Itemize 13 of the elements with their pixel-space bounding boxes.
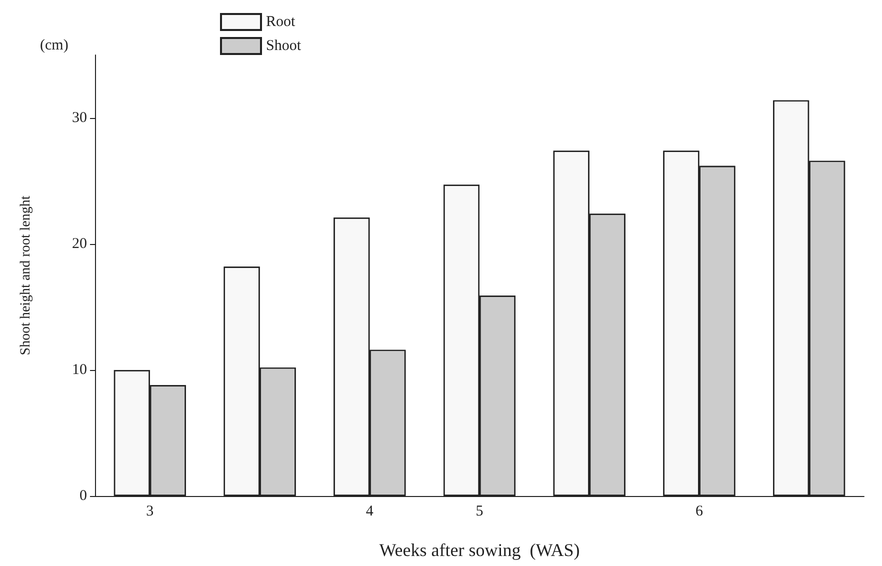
legend-label: Shoot [266, 38, 302, 54]
text: (cm) [40, 38, 68, 54]
legend-label: Root [266, 14, 296, 30]
y-tick-label: 30 [72, 110, 87, 126]
y-tick-label: 10 [72, 362, 87, 378]
x-tick-label: 5 [476, 504, 484, 520]
y-axis-title: Shoot height and root lenght [18, 196, 34, 356]
x-tick-label: 4 [366, 504, 374, 520]
x-tick-label: 6 [695, 504, 704, 520]
y-tick-label: 0 [80, 488, 87, 504]
y-tick-label: 20 [72, 236, 87, 252]
x-tick-label: 3 [146, 504, 154, 520]
x-axis-title: Weeks after sowing (WAS) [379, 540, 580, 560]
